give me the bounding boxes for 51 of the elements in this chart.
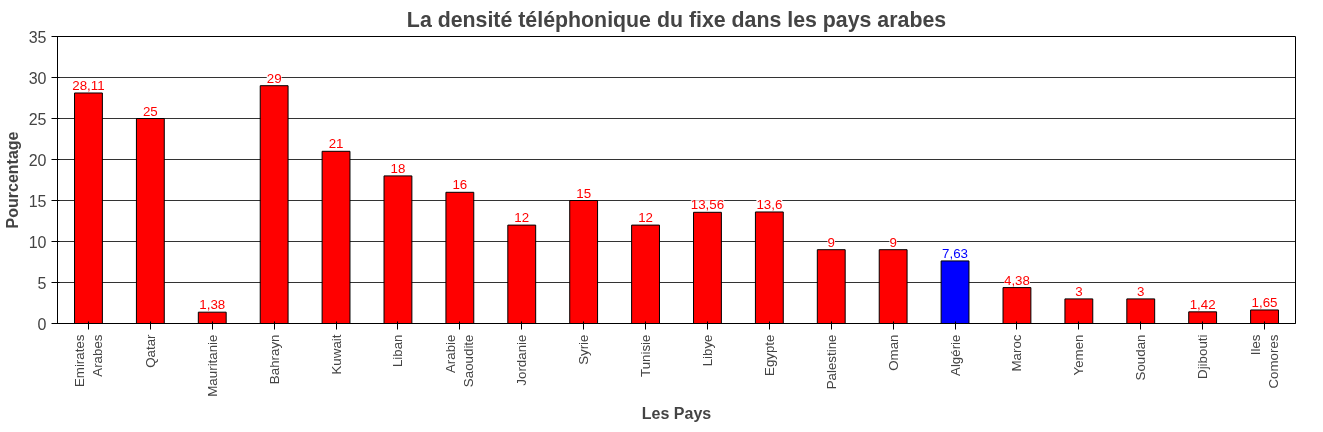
x-tick-label: Palestine — [823, 334, 839, 390]
y-tick-label: 30 — [28, 69, 47, 87]
x-tick-label: Djibouti — [1195, 334, 1211, 379]
x-tick-label: Egypte — [761, 334, 777, 376]
y-tick-label: 10 — [28, 233, 47, 251]
x-tick-label: Maroc — [1009, 334, 1025, 372]
x-tick-label: Bahrayn — [266, 334, 282, 385]
y-tick-label: 0 — [37, 315, 47, 333]
x-tick-label: Algérie — [947, 334, 963, 376]
x-tick-label: Emirates Arabes — [71, 334, 105, 388]
x-tick-label: Iles Comores — [1248, 334, 1282, 389]
y-tick-label: 35 — [28, 28, 47, 46]
x-tick-label: Syrie — [576, 334, 592, 365]
x-tick-label: Jordanie — [514, 334, 530, 386]
data-label: 13,6 — [756, 196, 783, 212]
x-tick-label: Arabie Saoudite — [443, 334, 477, 388]
data-label: 25 — [142, 103, 158, 119]
x-tick-label: Liban — [390, 334, 406, 368]
data-label: 3 — [1137, 283, 1145, 299]
data-label: 3 — [1075, 283, 1083, 299]
data-label: 1,65 — [1251, 294, 1278, 310]
data-label: 28,11 — [72, 78, 105, 93]
y-tick-label: 15 — [28, 192, 47, 210]
x-axis-title: Les Pays — [641, 404, 712, 422]
data-label: 21 — [328, 136, 344, 152]
data-label: 29 — [266, 70, 282, 86]
y-tick-label: 25 — [28, 110, 47, 128]
x-tick-label: Mauritanie — [204, 334, 220, 397]
x-tick-label: Yemen — [1071, 334, 1087, 376]
data-label: 7,63 — [942, 245, 969, 261]
data-label: 1,42 — [1189, 296, 1216, 312]
x-tick-label: Qatar — [142, 333, 158, 368]
chart-title: La densité téléphonique du fixe dans les pays arabes — [406, 7, 947, 32]
x-tick-label: Tunisie — [638, 334, 654, 377]
x-tick-label: Oman — [885, 334, 901, 371]
x-tick-label: Soudan — [1133, 334, 1149, 381]
y-tick-label: 20 — [28, 151, 47, 169]
data-label: 12 — [638, 210, 653, 226]
data-label: 9 — [889, 234, 897, 250]
data-label: 9 — [827, 234, 835, 250]
data-label: 4,38 — [1003, 272, 1030, 288]
data-label: 18 — [390, 160, 406, 176]
data-label: 16 — [452, 177, 468, 193]
data-label: 1,38 — [199, 297, 226, 313]
x-tick-label: Libye — [699, 334, 715, 367]
data-label: 12 — [514, 210, 530, 226]
x-tick-label: Kuwait — [328, 334, 344, 375]
y-tick-label: 5 — [37, 274, 47, 292]
data-label: 15 — [576, 185, 592, 201]
data-label: 13,56 — [690, 197, 725, 213]
y-axis-title: Pourcentage — [3, 131, 21, 229]
